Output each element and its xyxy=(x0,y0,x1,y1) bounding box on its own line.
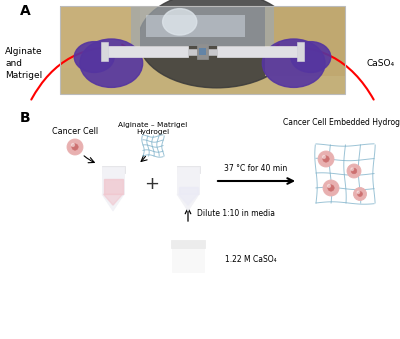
Circle shape xyxy=(72,143,74,146)
Bar xyxy=(131,6,274,46)
Bar xyxy=(176,166,200,173)
Bar xyxy=(102,167,124,194)
Circle shape xyxy=(318,151,334,167)
Circle shape xyxy=(323,180,339,196)
Ellipse shape xyxy=(262,39,325,87)
Circle shape xyxy=(357,191,360,194)
Bar xyxy=(177,167,199,194)
Bar xyxy=(208,48,217,55)
Bar xyxy=(101,42,108,61)
Text: Cancer Cell Embedded Hydrogel: Cancer Cell Embedded Hydrogel xyxy=(283,118,400,127)
Circle shape xyxy=(67,139,83,155)
Circle shape xyxy=(354,187,366,200)
Bar xyxy=(265,6,345,76)
Ellipse shape xyxy=(74,42,114,73)
Bar xyxy=(108,46,188,57)
Text: 37 °C for 40 min: 37 °C for 40 min xyxy=(224,164,288,173)
Bar xyxy=(104,179,122,194)
Bar xyxy=(188,48,197,55)
Bar xyxy=(217,46,296,57)
Text: A: A xyxy=(20,4,31,18)
Circle shape xyxy=(351,168,354,171)
Bar xyxy=(102,166,124,173)
Circle shape xyxy=(351,168,357,174)
Circle shape xyxy=(328,185,334,191)
Circle shape xyxy=(72,144,78,150)
Bar xyxy=(60,6,140,67)
Bar xyxy=(296,42,304,61)
Text: Dilute 1:10 in media: Dilute 1:10 in media xyxy=(197,210,275,219)
Text: 1.22 M CaSO₄: 1.22 M CaSO₄ xyxy=(225,255,277,263)
Circle shape xyxy=(323,156,329,162)
Ellipse shape xyxy=(80,39,143,87)
Text: Alginate – Matrigel
Hydrogel: Alginate – Matrigel Hydrogel xyxy=(118,122,188,135)
Text: Cancer Cell: Cancer Cell xyxy=(52,127,98,136)
Bar xyxy=(199,47,206,55)
Polygon shape xyxy=(178,194,198,205)
Ellipse shape xyxy=(291,42,331,73)
Ellipse shape xyxy=(162,8,197,35)
Bar xyxy=(60,6,345,94)
Bar xyxy=(171,240,205,248)
Bar xyxy=(146,15,245,37)
Bar xyxy=(172,246,204,272)
Circle shape xyxy=(347,164,361,178)
Ellipse shape xyxy=(138,0,295,88)
Text: CaSO₄: CaSO₄ xyxy=(367,59,395,68)
Text: +: + xyxy=(144,175,160,193)
Circle shape xyxy=(328,184,330,187)
Bar xyxy=(60,6,345,94)
Polygon shape xyxy=(104,194,122,205)
Bar xyxy=(178,187,198,194)
Circle shape xyxy=(358,192,362,197)
Bar xyxy=(197,44,208,59)
Circle shape xyxy=(322,156,326,158)
Text: Alginate
and
Matrigel: Alginate and Matrigel xyxy=(5,47,43,80)
Polygon shape xyxy=(102,194,124,211)
Polygon shape xyxy=(177,194,199,211)
Bar xyxy=(60,6,345,54)
Text: B: B xyxy=(20,111,31,125)
